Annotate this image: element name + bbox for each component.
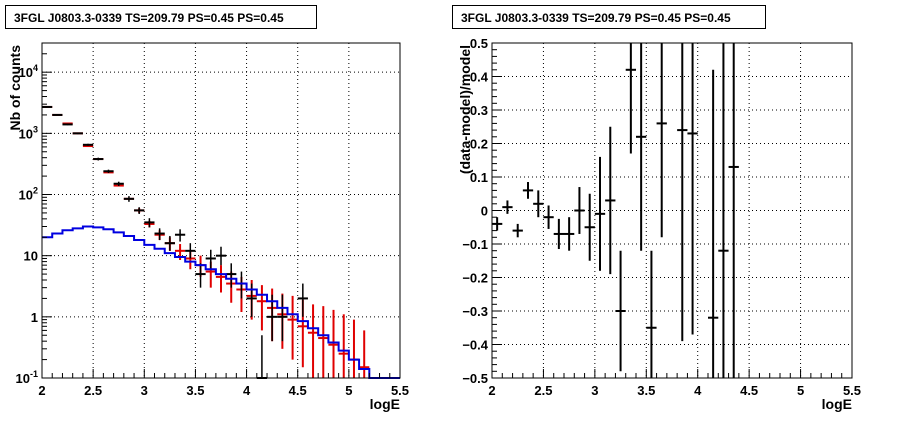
- right-y-tick-label: 0.3: [470, 103, 488, 118]
- left-x-tick-label: 5.5: [391, 383, 409, 398]
- right-x-tick-label: 3.5: [637, 383, 655, 398]
- left-y-tick-label: 10-1: [16, 369, 38, 386]
- right-y-tick-label: 0.4: [470, 70, 489, 85]
- right-y-tick-label: −0.3: [462, 304, 488, 319]
- right-panel: 2 2.5 3 3.5 4 4.5 5 5.5 −0.5 −0.4 −0.3 −0.2 −0.1 0 0.1…: [457, 36, 861, 412]
- left-y-tick-label: 1: [31, 310, 38, 325]
- left-x-tick-label: 3: [141, 383, 148, 398]
- right-y-axis-label: (data-model)/model: [457, 45, 473, 174]
- left-y-tick-label: 104: [19, 63, 38, 80]
- left-panel: 2 2.5 3 3.5 4 4.5 5 5.5 10-1 1 10 102 103 104 logE Nb o…: [7, 42, 409, 412]
- left-x-tick-label: 2.5: [84, 383, 102, 398]
- left-y-tick-label: 103: [19, 124, 38, 141]
- right-y-tick-label: −0.1: [462, 237, 488, 252]
- right-x-tick-label: 5: [797, 383, 804, 398]
- left-x-axis-label: logE: [370, 396, 400, 412]
- right-y-tick-label: −0.2: [462, 271, 488, 286]
- right-y-tick-label: 0.2: [470, 137, 488, 152]
- left-x-tick-label: 4: [243, 383, 251, 398]
- left-x-tick-label: 5: [345, 383, 352, 398]
- left-x-tick-label: 4.5: [289, 383, 307, 398]
- left-y-tick-label: 102: [19, 186, 38, 203]
- left-plot-area: [42, 43, 400, 378]
- left-chart-title: 3FGL J0803.3-0339 TS=209.79 PS=0.45 PS=0…: [5, 5, 317, 29]
- left-x-tick-label: 2: [38, 383, 45, 398]
- right-x-tick-label: 4: [694, 383, 702, 398]
- right-chart-title: 3FGL J0803.3-0339 TS=209.79 PS=0.45 PS=0…: [452, 5, 766, 29]
- right-y-tick-label: 0: [481, 204, 488, 219]
- left-x-tick-label: 3.5: [186, 383, 204, 398]
- source-model-line: [42, 225, 400, 379]
- right-x-tick-label: 5.5: [843, 383, 861, 398]
- left-y-axis-label: Nb of counts: [7, 45, 23, 131]
- left-plot-frame: [41, 42, 401, 379]
- right-x-tick-label: 2: [488, 383, 495, 398]
- right-y-tick-label: 0.1: [470, 170, 488, 185]
- right-y-tick-label: 0.5: [470, 36, 488, 51]
- right-x-tick-label: 2.5: [534, 383, 552, 398]
- right-x-tick-label: 3: [591, 383, 598, 398]
- right-x-tick-label: 4.5: [740, 383, 758, 398]
- right-x-axis-label: logE: [822, 396, 852, 412]
- left-y-tick-label: 10: [24, 249, 38, 264]
- right-y-tick-label: −0.5: [462, 371, 488, 386]
- right-y-tick-label: −0.4: [462, 338, 488, 353]
